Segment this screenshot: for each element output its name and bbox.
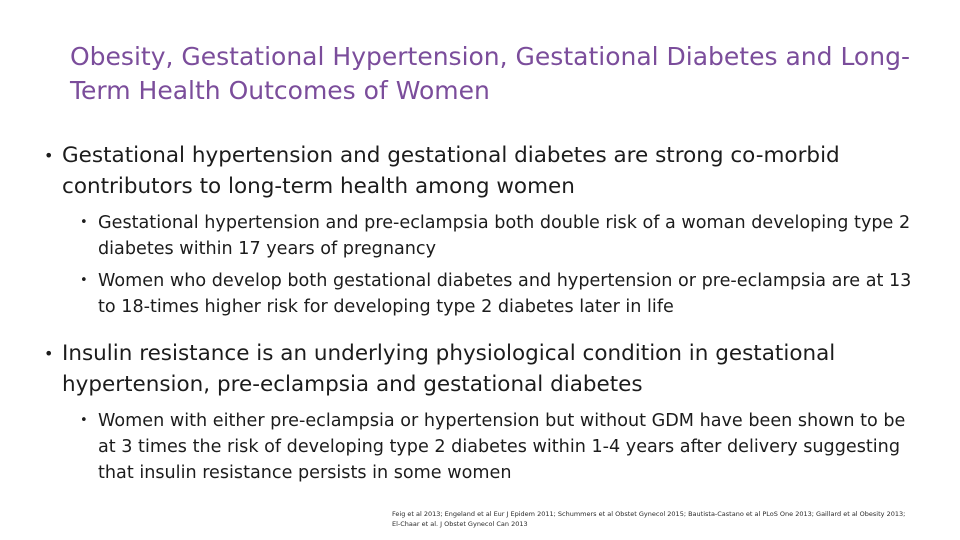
bullet-dot-icon: • [80, 215, 88, 230]
bullet-item: • Insulin resistance is an underlying ph… [44, 338, 924, 400]
references-footnote: Feig et al 2013; Engeland et al Eur J Ep… [392, 510, 906, 528]
sub-bullet-list: • Women with either pre-eclampsia or hyp… [80, 408, 924, 486]
bullet-text: Gestational hypertension and gestational… [62, 143, 840, 199]
sub-bullet-item: • Women who develop both gestational dia… [80, 268, 924, 320]
bullet-dot-icon: • [44, 344, 54, 363]
bullet-list: • Gestational hypertension and gestation… [44, 140, 924, 492]
sub-bullet-list: • Gestational hypertension and pre-eclam… [80, 210, 924, 320]
sub-bullet-text: Women with either pre-eclampsia or hyper… [98, 411, 906, 483]
bullet-text: Insulin resistance is an underlying phys… [62, 341, 836, 397]
sub-bullet-item: • Gestational hypertension and pre-eclam… [80, 210, 924, 262]
sub-bullet-text: Women who develop both gestational diabe… [98, 271, 912, 317]
bullet-item: • Gestational hypertension and gestation… [44, 140, 924, 202]
slide-title: Obesity, Gestational Hypertension, Gesta… [70, 42, 910, 105]
sub-bullet-text: Gestational hypertension and pre-eclamps… [98, 213, 911, 259]
bullet-dot-icon: • [80, 413, 88, 428]
sub-bullet-item: • Women with either pre-eclampsia or hyp… [80, 408, 924, 486]
bullet-dot-icon: • [80, 273, 88, 288]
bullet-dot-icon: • [44, 146, 54, 165]
